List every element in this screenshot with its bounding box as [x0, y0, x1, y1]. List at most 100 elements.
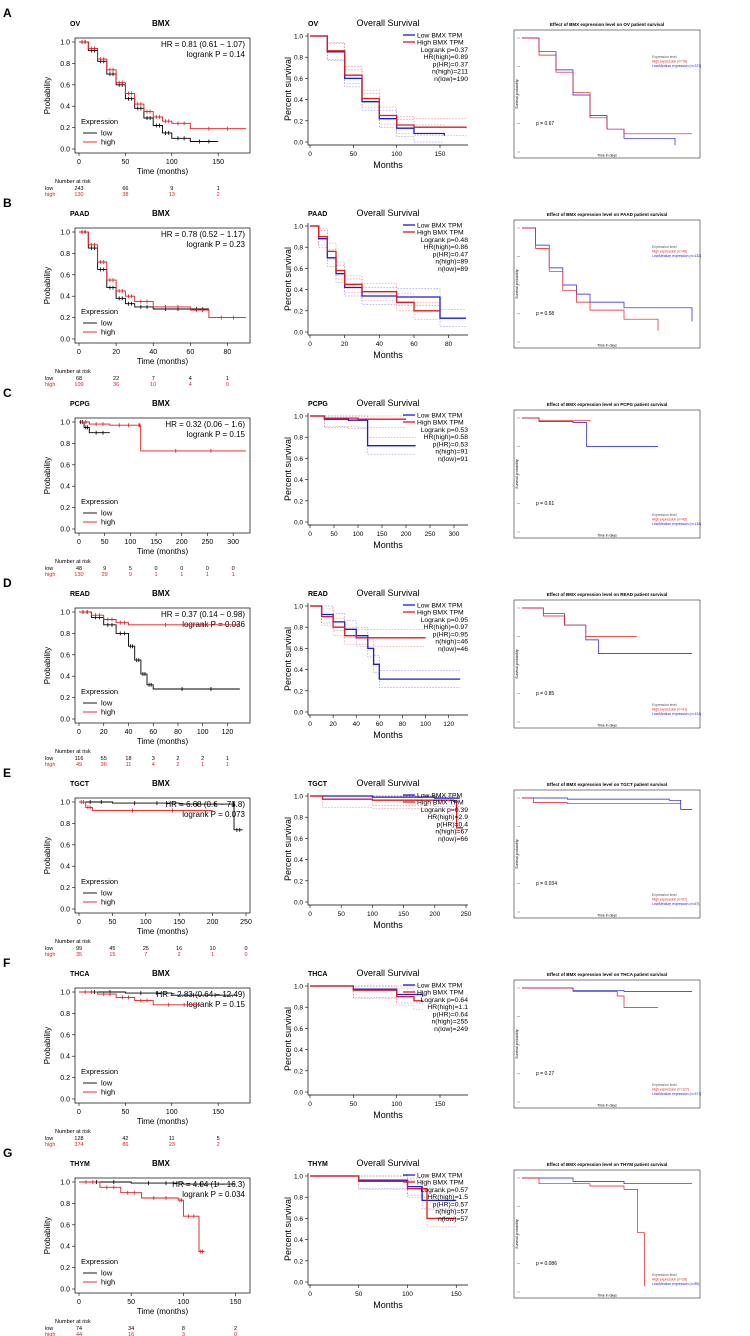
gepia-ci-band [310, 415, 416, 455]
gepia-ytick-label: 0.8 [294, 1195, 303, 1202]
gepia-stat: p(HR)=0.47 [433, 251, 469, 258]
km-xtick-label: 40 [149, 349, 157, 356]
km-legend-title: Expression [81, 117, 118, 126]
km-risk-low-count: 22 [113, 376, 119, 382]
ext-title: Effect of BMX expression level on PCPG p… [547, 402, 668, 407]
km-risk-low-count: 25 [143, 946, 149, 952]
km-risk-high-count: 36 [113, 382, 119, 388]
gepia-legend-low: Low BMX TPM [417, 413, 463, 420]
km-ytick-label: 0.6 [60, 842, 70, 849]
km-risk-high-count: 1 [201, 762, 204, 768]
km-ytick-label: 0.2 [60, 1075, 70, 1082]
panel-letter: G [3, 1146, 12, 1160]
km-ylabel: Probability [43, 267, 52, 304]
km-risk-high-count: 0 [234, 1332, 237, 1336]
panel-letter: A [3, 6, 12, 20]
gepia-ytick-label: 1.0 [294, 1174, 303, 1181]
ext-curve-high [522, 607, 637, 637]
ext-frame [513, 979, 701, 1109]
gepia-xtick-label: 100 [391, 1101, 402, 1108]
ext-ylabel: Survival probability [515, 459, 519, 489]
ext-plot: Effect of BMX expression level on READ p… [513, 592, 701, 729]
km-ytick-label: 0.4 [60, 294, 70, 301]
ext-legend-entry: Low/Medium expression (n=134) [652, 522, 701, 526]
gepia-xtick-label: 250 [461, 911, 472, 918]
ext-ylabel: Survival probability [515, 79, 519, 109]
km-xtick-label: 100 [166, 1109, 178, 1116]
km-xlabel: Time (months) [137, 927, 189, 936]
km-ytick-label: 0.8 [60, 1201, 70, 1208]
gepia-cancer-tag: TGCT [308, 781, 328, 788]
km-plot: PCPG BMX HR = 0.32 (0.06 − 1.6)logrank P =… [43, 399, 251, 578]
km-risk-high-count: 2 [217, 1142, 220, 1148]
ext-legend-entry: High expression (n=41) [652, 708, 687, 712]
gepia-ytick-label: 0.8 [294, 1005, 303, 1012]
km-risk-high-count: 130 [74, 192, 83, 198]
panel-letter: D [3, 576, 12, 590]
ext-curve-low [522, 987, 692, 992]
km-ylabel: Probability [43, 457, 52, 494]
km-risk-high-count: 109 [74, 382, 83, 388]
ext-legend-entry: High expression (n=29) [652, 1278, 687, 1282]
km-xtick-label: 100 [166, 159, 178, 166]
km-risk-low-count: 2 [176, 756, 179, 762]
gepia-ytick-label: 0.6 [294, 266, 303, 273]
km-cancer-label: OV [70, 21, 80, 28]
km-risk-low-count: 0 [180, 566, 183, 572]
km-risk-high-count: 7 [144, 952, 147, 958]
ext-title: Effect of BMX expression level on THCA p… [547, 972, 667, 977]
gepia-curve-high [310, 605, 426, 639]
km-cancer-label: READ [70, 591, 90, 598]
km-xtick-label: 0 [77, 729, 81, 736]
km-xtick-label: 100 [140, 919, 152, 926]
gepia-xtick-label: 40 [376, 341, 384, 348]
ext-legend-entry: Expression level [652, 893, 677, 897]
km-gene-label: BMX [152, 779, 170, 788]
km-risk-low-count: 34 [128, 1326, 134, 1332]
gepia-title: Overall Survival [356, 778, 419, 788]
gepia-xlabel: Months [373, 920, 403, 930]
gepia-ci-band [310, 225, 440, 320]
panel-letter: B [3, 196, 12, 210]
km-risk-title: Number at risk [55, 749, 91, 755]
ext-xlabel: Time in days [597, 914, 617, 918]
km-logrank-text: logrank P = 0.15 [187, 1000, 246, 1009]
ext-curve-high [522, 417, 591, 422]
km-curve-high [79, 231, 246, 319]
km-risk-low-count: 9 [170, 186, 173, 192]
km-legend-title: Expression [81, 1067, 118, 1076]
gepia-xlabel: Months [373, 1110, 403, 1120]
km-risk-low-count: 18 [125, 756, 131, 762]
gepia-ytick-label: 0.8 [294, 435, 303, 442]
ext-legend-entry: High expression (n=76) [652, 60, 687, 64]
km-risk-row-label-high: high [45, 762, 55, 768]
km-risk-high-count: 16 [128, 1332, 134, 1336]
gepia-plot: OV Overall Survival 0.0 0.2 0.4 0.6 0.8 1.0 0 50 1… [283, 18, 468, 170]
km-ytick-label: 1.0 [60, 990, 70, 997]
gepia-ci-band [310, 605, 426, 630]
km-risk-low-count: 3 [152, 756, 155, 762]
gepia-xtick-label: 0 [308, 721, 312, 728]
gepia-xtick-label: 100 [391, 151, 402, 158]
km-xtick-label: 40 [125, 729, 133, 736]
gepia-title: Overall Survival [356, 968, 419, 978]
gepia-curve-high [310, 795, 463, 829]
km-ytick-label: 1.0 [60, 610, 70, 617]
ext-frame [513, 29, 701, 159]
ext-xlabel: Time in days [597, 344, 617, 348]
ext-legend-entry: Low/Medium expression (n=67) [652, 902, 699, 906]
km-risk-high-count: 86 [122, 1142, 128, 1148]
km-legend-title: Expression [81, 497, 118, 506]
gepia-xtick-label: 150 [451, 1291, 462, 1298]
km-legend-low: low [101, 509, 113, 518]
gepia-title: Overall Survival [356, 1158, 419, 1168]
ext-pvalue: p = 0.61 [536, 501, 554, 507]
gepia-legend-high: High BMX TPM [417, 800, 464, 807]
km-risk-row-label-high: high [45, 192, 55, 198]
km-risk-high-count: 1 [155, 572, 158, 578]
km-xlabel: Time (months) [137, 167, 189, 176]
km-risk-low-count: 9 [103, 566, 106, 572]
km-risk-high-count: 0 [226, 382, 229, 388]
km-risk-low-count: 5 [217, 1136, 220, 1142]
